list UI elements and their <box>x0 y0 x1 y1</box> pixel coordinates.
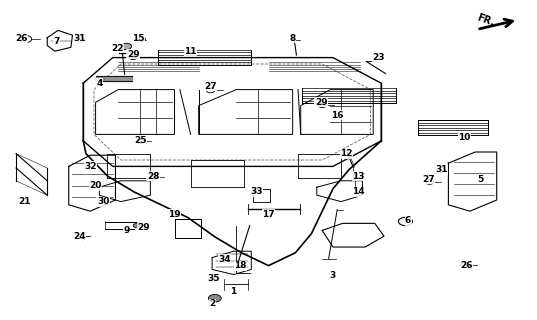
Text: 12: 12 <box>340 149 353 158</box>
Text: 35: 35 <box>207 274 220 283</box>
Text: 28: 28 <box>147 172 159 180</box>
Text: 31: 31 <box>73 34 86 43</box>
Text: 34: 34 <box>218 255 231 264</box>
Text: 22: 22 <box>111 44 124 52</box>
Text: 17: 17 <box>262 210 275 219</box>
Text: 14: 14 <box>352 188 365 196</box>
Text: 9: 9 <box>123 226 129 235</box>
Text: 20: 20 <box>89 181 102 190</box>
Circle shape <box>460 262 469 268</box>
Text: 16: 16 <box>331 111 344 120</box>
Text: 18: 18 <box>234 261 247 270</box>
Text: 31: 31 <box>435 165 448 174</box>
Circle shape <box>208 294 221 302</box>
Text: 6: 6 <box>405 216 411 225</box>
Circle shape <box>121 43 132 50</box>
Text: 7: 7 <box>53 37 60 46</box>
Text: 30: 30 <box>97 197 110 206</box>
Text: 29: 29 <box>127 50 140 59</box>
Text: 25: 25 <box>134 136 147 145</box>
Text: 32: 32 <box>84 162 97 171</box>
Circle shape <box>138 37 146 41</box>
Text: 8: 8 <box>289 34 296 43</box>
Text: 5: 5 <box>477 175 484 184</box>
Text: 1: 1 <box>230 287 237 296</box>
Text: 2: 2 <box>209 300 215 308</box>
Text: 29: 29 <box>137 223 150 232</box>
Text: 10: 10 <box>458 133 471 142</box>
Text: 27: 27 <box>422 175 435 184</box>
Text: 11: 11 <box>184 47 197 56</box>
Circle shape <box>129 54 137 60</box>
Text: 19: 19 <box>168 210 181 219</box>
Text: 27: 27 <box>204 82 217 91</box>
Text: 15: 15 <box>132 34 145 43</box>
Text: 24: 24 <box>73 232 86 241</box>
Text: 13: 13 <box>352 172 365 180</box>
Text: 21: 21 <box>18 197 31 206</box>
Text: 23: 23 <box>372 53 385 62</box>
Circle shape <box>318 102 326 108</box>
Text: FR.: FR. <box>476 12 496 28</box>
Circle shape <box>133 223 141 228</box>
Text: 29: 29 <box>315 98 328 107</box>
Text: 26: 26 <box>460 261 473 270</box>
Text: 3: 3 <box>330 271 336 280</box>
Text: 26: 26 <box>15 34 28 43</box>
Text: 33: 33 <box>250 188 263 196</box>
Text: 4: 4 <box>96 79 103 88</box>
